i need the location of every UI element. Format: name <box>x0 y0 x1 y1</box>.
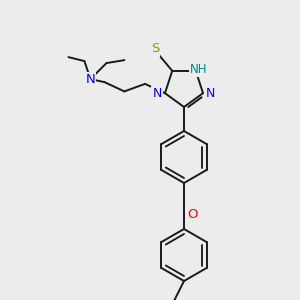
Text: N: N <box>152 87 162 100</box>
Text: N: N <box>85 73 95 85</box>
Text: NH: NH <box>190 63 208 76</box>
Text: S: S <box>151 43 159 56</box>
Text: N: N <box>205 87 215 100</box>
Text: O: O <box>188 208 198 221</box>
Text: H: H <box>196 63 205 73</box>
